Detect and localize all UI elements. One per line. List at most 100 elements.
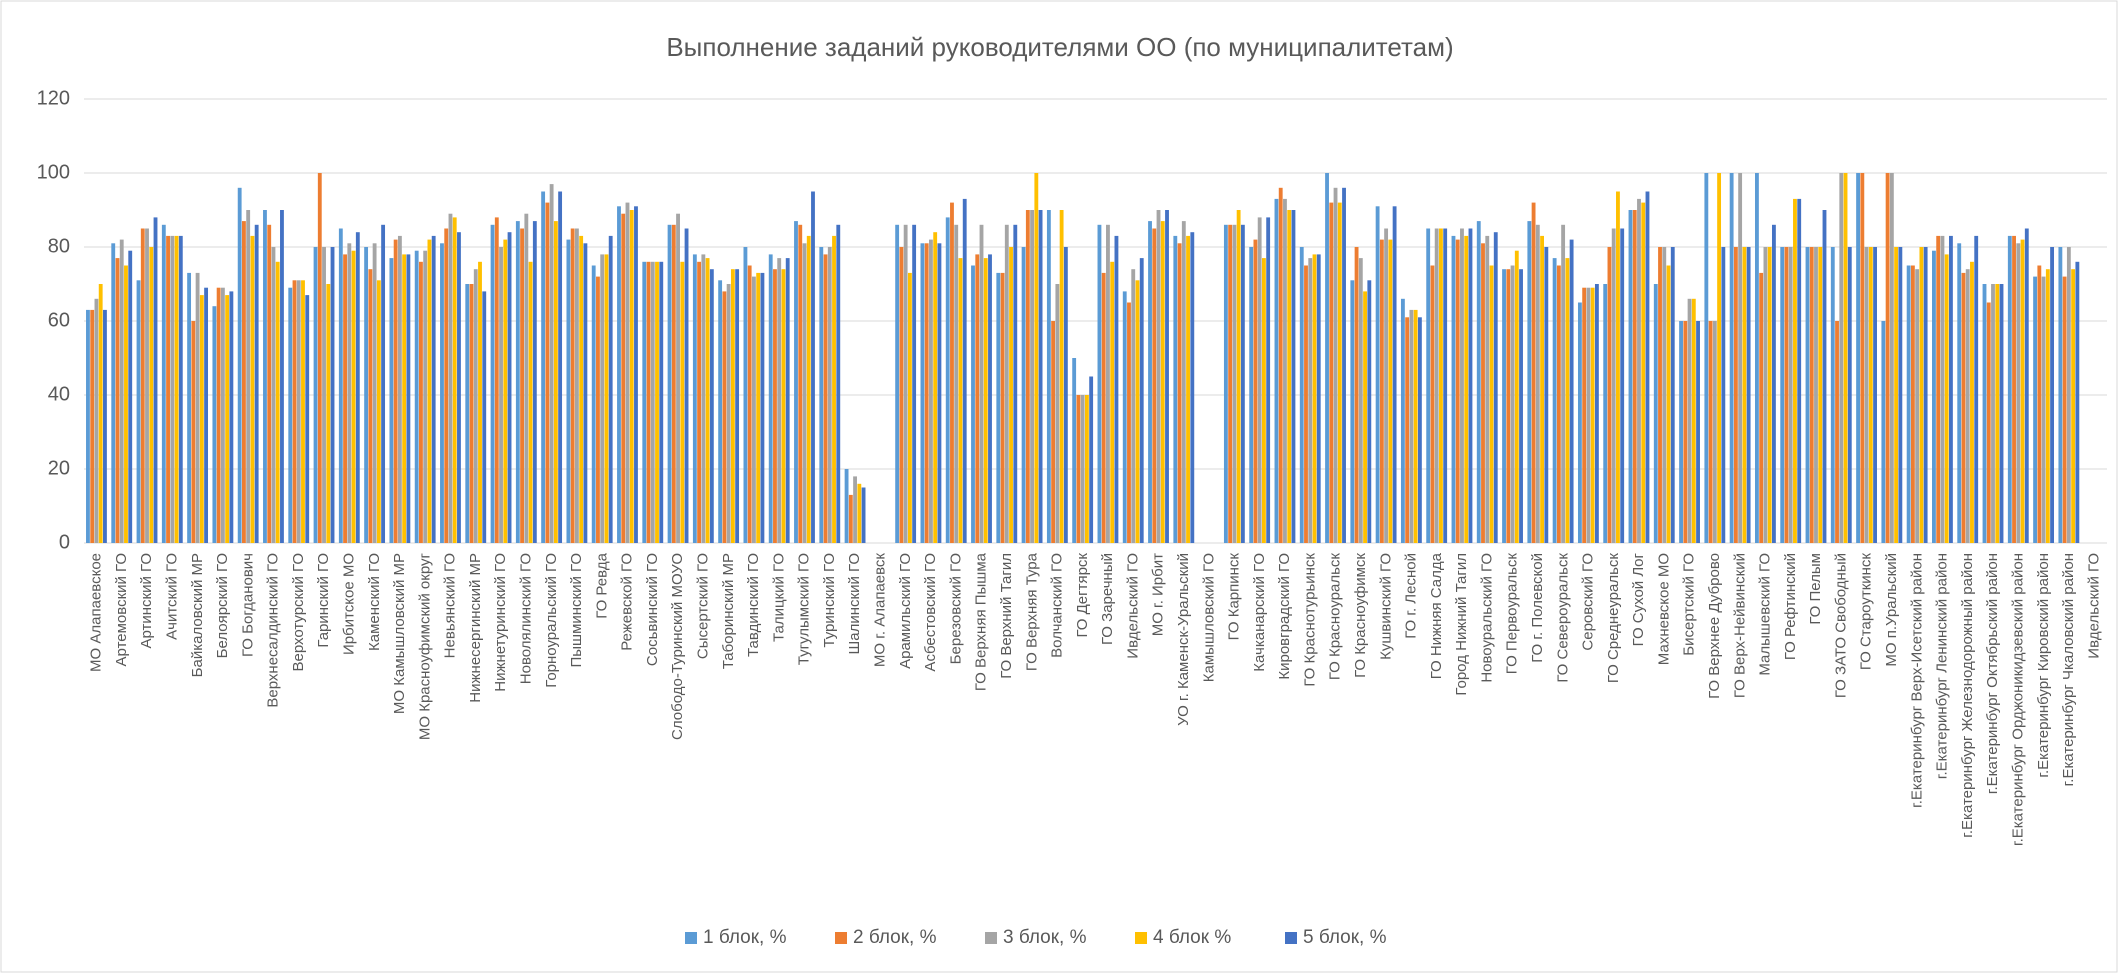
- x-tick-label: Невьянский ГО: [442, 553, 459, 658]
- bar: [1662, 247, 1667, 543]
- bar: [1316, 254, 1321, 543]
- bar: [241, 221, 246, 543]
- bar: [1552, 258, 1557, 543]
- bar: [1767, 247, 1772, 543]
- bar: [490, 224, 495, 544]
- bar: [827, 247, 832, 543]
- bar: [1089, 376, 1094, 543]
- bar: [718, 280, 723, 543]
- bar: [469, 284, 474, 543]
- x-tick-label: г.Екатеринбург Кировский район: [2035, 553, 2052, 778]
- bar: [1712, 321, 1717, 543]
- bar: [90, 309, 95, 543]
- bar: [937, 243, 942, 544]
- x-tick-label: ГО Дегтярск: [1074, 553, 1091, 638]
- bar: [768, 254, 773, 543]
- x-tick-label: ГО г. Лесной: [1403, 553, 1420, 639]
- x-tick-label: Туринский ГО: [821, 553, 838, 648]
- bar: [1127, 302, 1131, 543]
- bar: [1995, 284, 2000, 543]
- bar: [2037, 265, 2042, 543]
- bar: [1114, 235, 1119, 543]
- bar: [317, 173, 322, 543]
- bar: [1375, 206, 1380, 544]
- x-tick-label: Сысертский ГО: [695, 553, 712, 659]
- bar: [1106, 224, 1110, 544]
- bar: [2071, 269, 2076, 543]
- bar: [2045, 269, 2050, 543]
- bar: [756, 272, 761, 543]
- bar: [1514, 250, 1519, 543]
- bar: [722, 291, 727, 543]
- bar: [1468, 228, 1473, 543]
- bar: [1910, 265, 1915, 543]
- bar: [646, 261, 651, 543]
- bar: [1439, 228, 1443, 543]
- bar: [1717, 173, 1722, 543]
- bar: [958, 258, 963, 543]
- bar: [431, 235, 436, 543]
- bar: [1046, 210, 1051, 543]
- x-tick-label: Ирбитское МО: [340, 553, 357, 655]
- bar: [1299, 247, 1304, 543]
- bar: [659, 261, 664, 543]
- bar: [1379, 239, 1384, 543]
- bar: [1784, 247, 1789, 543]
- x-tick-label: ГО Рефтинский: [1782, 553, 1799, 660]
- bar: [1881, 321, 1886, 543]
- bar: [773, 269, 777, 543]
- bar: [1076, 395, 1081, 543]
- x-tick-label: ГО Пелым: [1807, 553, 1824, 625]
- bar: [494, 217, 499, 543]
- x-tick-label: ГО Богданович: [239, 553, 256, 657]
- bar: [528, 261, 533, 543]
- x-tick-label: Волчанский ГО: [1049, 553, 1066, 658]
- legend-label: 2 блок, %: [853, 927, 937, 948]
- bar: [1742, 247, 1747, 543]
- x-tick-label: г.Екатеринбург Верх-Исетский район: [1908, 553, 1925, 808]
- bar: [1561, 224, 1566, 544]
- bar: [996, 272, 1001, 543]
- bar: [136, 280, 141, 543]
- y-tick-label: 40: [48, 383, 70, 405]
- x-tick-label: Таборинский МР: [720, 553, 737, 669]
- bar: [667, 224, 672, 544]
- bar: [1476, 221, 1481, 543]
- bar: [735, 269, 740, 543]
- bar: [629, 210, 634, 543]
- x-tick-label: Город Нижний Тагил: [1453, 553, 1470, 696]
- bar: [570, 228, 575, 543]
- bar: [1531, 202, 1536, 543]
- bar: [1502, 269, 1506, 543]
- x-tick-label: Арамильский ГО: [897, 553, 914, 669]
- bar: [1236, 210, 1241, 543]
- bar: [1577, 302, 1582, 543]
- bar: [1506, 269, 1511, 543]
- bar: [1632, 210, 1637, 543]
- bar: [520, 228, 525, 543]
- bar: [1051, 321, 1056, 543]
- bar: [1131, 269, 1136, 543]
- bar: [1885, 173, 1890, 543]
- x-tick-label: Верхнесалдинский ГО: [265, 553, 282, 708]
- bar: [94, 298, 99, 543]
- bar: [566, 239, 571, 543]
- x-tick-label: Пышминский ГО: [568, 553, 585, 668]
- bar: [145, 228, 149, 543]
- x-tick-label: Тавдинский ГО: [745, 553, 762, 657]
- bar: [195, 272, 200, 543]
- bar: [532, 221, 537, 543]
- bar: [1392, 206, 1397, 544]
- bar: [338, 228, 343, 543]
- x-tick-label: Сосьвинский ГО: [644, 553, 661, 666]
- x-tick-label: ГО Верхний Тагил: [998, 553, 1015, 679]
- chart-title: Выполнение заданий руководителями ОО (по…: [666, 32, 1453, 62]
- bar: [1793, 198, 1797, 543]
- bar: [945, 217, 950, 543]
- bar: [1814, 247, 1818, 543]
- bar: [1957, 243, 1962, 544]
- bar: [895, 224, 900, 544]
- x-tick-label: ГО г. Полевской: [1529, 553, 1546, 663]
- bar: [975, 254, 980, 543]
